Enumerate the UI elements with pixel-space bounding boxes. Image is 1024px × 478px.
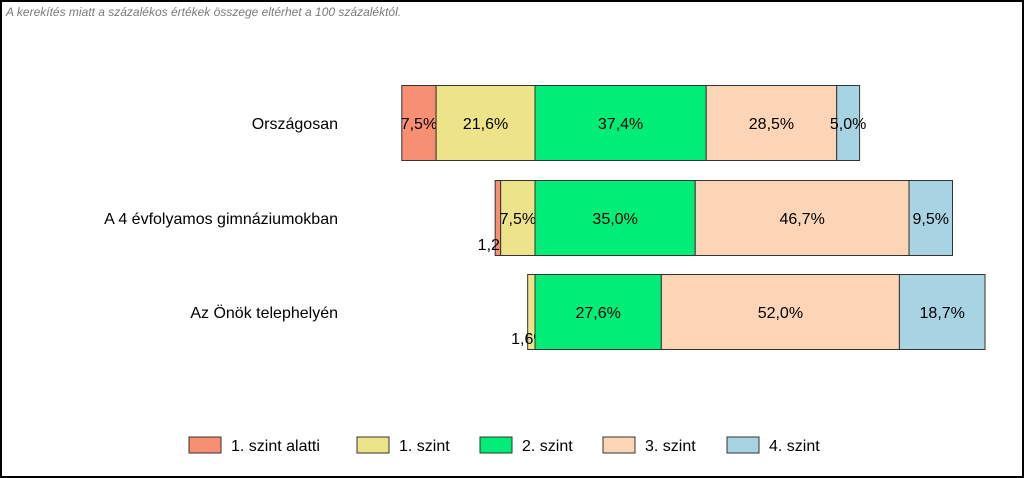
data-label: 7,5% [500,211,536,228]
legend-swatch [602,436,636,454]
legend-swatch [479,436,513,454]
data-label: 46,7% [779,211,824,228]
legend-label: 1. szint [399,438,450,455]
bar-segment [534,180,696,256]
legend-swatch [188,436,222,454]
data-label: 27,6% [575,305,620,322]
bar-segment [660,274,900,350]
data-label: 28,5% [749,116,794,133]
legend-label: 1. szint alatti [231,438,320,455]
bar-segment [534,274,662,350]
legend-swatch [726,436,760,454]
legend-swatch [356,436,390,454]
category-label: Országosan [252,116,338,133]
data-label: 9,5% [913,211,949,228]
bar-segment [836,85,861,161]
data-label: 5,0% [830,116,866,133]
data-label: 7,5% [401,116,437,133]
bar-segment [908,180,954,256]
legend-label: 3. szint [645,438,696,455]
data-label: 37,4% [598,116,643,133]
legend-label: 4. szint [769,438,820,455]
data-label: 21,6% [463,116,508,133]
bar-segment [435,85,536,161]
data-label: 18,7% [920,305,965,322]
bar-segment [694,180,910,256]
category-label: Az Önök telephelyén [190,304,338,322]
data-label: 35,0% [592,211,637,228]
data-label: 52,0% [758,305,803,322]
bar-segment [898,274,986,350]
rounding-note: A kerekítés miatt a százalékos értékek ö… [6,5,402,19]
legend-label: 2. szint [522,438,573,455]
category-label: A 4 évfolyamos gimnáziumokban [104,211,338,228]
